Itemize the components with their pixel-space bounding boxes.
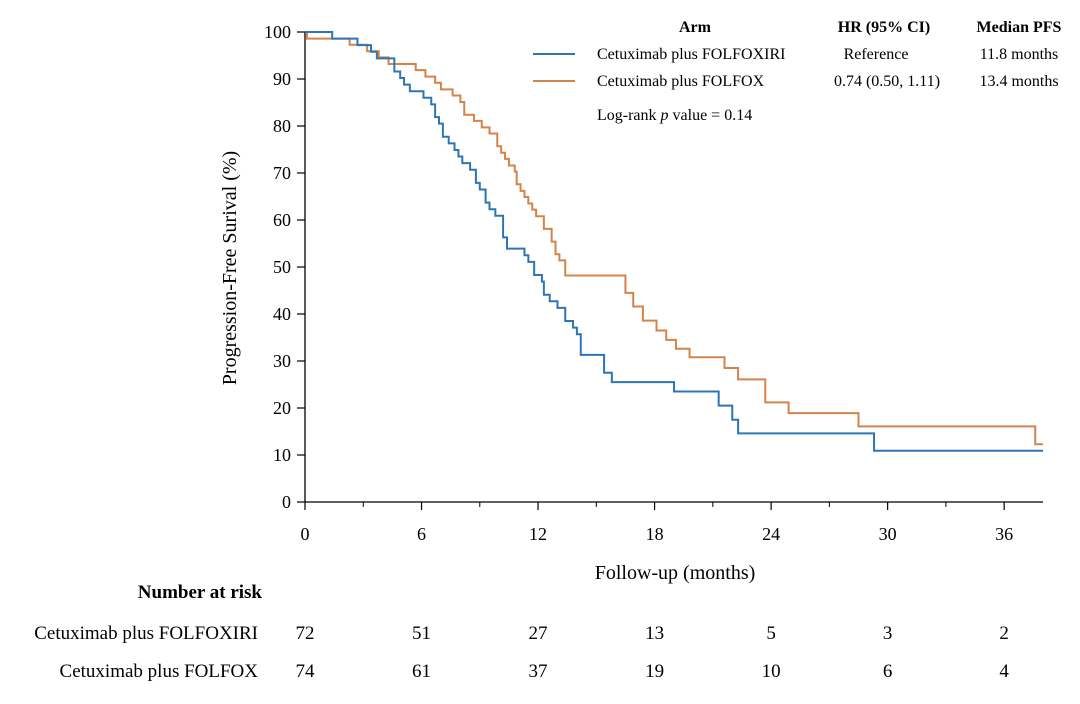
logrank-p: p — [660, 107, 669, 124]
risk-value-folfox: 10 — [762, 661, 781, 682]
y-tick-label: 10 — [273, 445, 291, 465]
y-axis-title: Progression-Free Surival (%) — [219, 151, 241, 385]
logrank-note: Log-rank p value = 0.14 — [597, 107, 752, 124]
risk-row-label-folfoxiri: Cetuximab plus FOLFOXIRI — [34, 623, 258, 644]
x-tick-label: 30 — [879, 524, 897, 544]
x-tick-label: 36 — [995, 524, 1013, 544]
x-tick-label: 24 — [762, 524, 780, 544]
logrank-prefix: Log-rank — [597, 107, 661, 124]
legend-header-hr: HR (95% CI) — [838, 19, 930, 36]
y-tick-label: 100 — [264, 22, 291, 42]
y-tick-label: 40 — [273, 304, 291, 324]
y-tick-label: 30 — [273, 351, 291, 371]
survival-curve-folfox — [305, 31, 1043, 446]
y-tick-label: 0 — [282, 492, 291, 512]
x-tick-label: 0 — [301, 524, 310, 544]
y-tick-label: 80 — [273, 116, 291, 136]
legend: Arm HR (95% CI) Median PFS Cetuximab plu… — [533, 19, 1062, 124]
risk-value-folfoxiri: 51 — [412, 623, 431, 644]
y-tick-label: 60 — [273, 210, 291, 230]
risk-row-label-folfox: Cetuximab plus FOLFOX — [60, 661, 259, 682]
risk-values: 72 51 27 13 5 3 2 74 61 37 19 10 6 4 — [296, 623, 1010, 682]
x-tick-label: 6 — [417, 524, 426, 544]
legend-header-median: Median PFS — [977, 19, 1062, 36]
risk-value-folfoxiri: 27 — [529, 623, 548, 644]
risk-table: Number at risk Cetuximab plus FOLFOXIRI … — [34, 582, 1009, 682]
survival-curves — [305, 31, 1043, 452]
legend-median-folfoxiri: 11.8 months — [980, 46, 1059, 63]
survival-curve-folfoxiri — [305, 31, 1043, 452]
legend-median-folfox: 13.4 months — [979, 73, 1058, 90]
legend-header-arm: Arm — [679, 19, 712, 36]
x-axis-title: Follow-up (months) — [595, 562, 756, 584]
y-tick-label: 50 — [273, 257, 291, 277]
y-tick-label: 70 — [273, 163, 291, 183]
risk-value-folfox: 4 — [999, 661, 1009, 682]
risk-value-folfoxiri: 2 — [999, 623, 1009, 644]
legend-arm-folfox: Cetuximab plus FOLFOX — [597, 73, 765, 90]
legend-hr-folfoxiri: Reference — [844, 46, 909, 63]
risk-value-folfoxiri: 3 — [883, 623, 893, 644]
risk-value-folfoxiri: 13 — [645, 623, 664, 644]
risk-value-folfox: 61 — [412, 661, 431, 682]
risk-value-folfox: 6 — [883, 661, 893, 682]
legend-arm-folfoxiri: Cetuximab plus FOLFOXIRI — [597, 46, 785, 63]
axes: 0 10 20 30 40 50 60 70 80 90 100 0 6 12 18 24 30 36 — [264, 22, 1043, 544]
x-tick-label: 18 — [646, 524, 664, 544]
risk-table-title: Number at risk — [138, 582, 263, 603]
y-tick-label: 20 — [273, 398, 291, 418]
x-tick-label: 12 — [529, 524, 547, 544]
risk-value-folfox: 19 — [645, 661, 664, 682]
legend-hr-folfox: 0.74 (0.50, 1.11) — [834, 73, 940, 90]
logrank-suffix: value = 0.14 — [669, 107, 753, 124]
y-tick-label: 90 — [273, 69, 291, 89]
risk-value-folfox: 74 — [296, 661, 316, 682]
risk-value-folfox: 37 — [529, 661, 548, 682]
risk-value-folfoxiri: 5 — [766, 623, 776, 644]
risk-value-folfoxiri: 72 — [296, 623, 315, 644]
